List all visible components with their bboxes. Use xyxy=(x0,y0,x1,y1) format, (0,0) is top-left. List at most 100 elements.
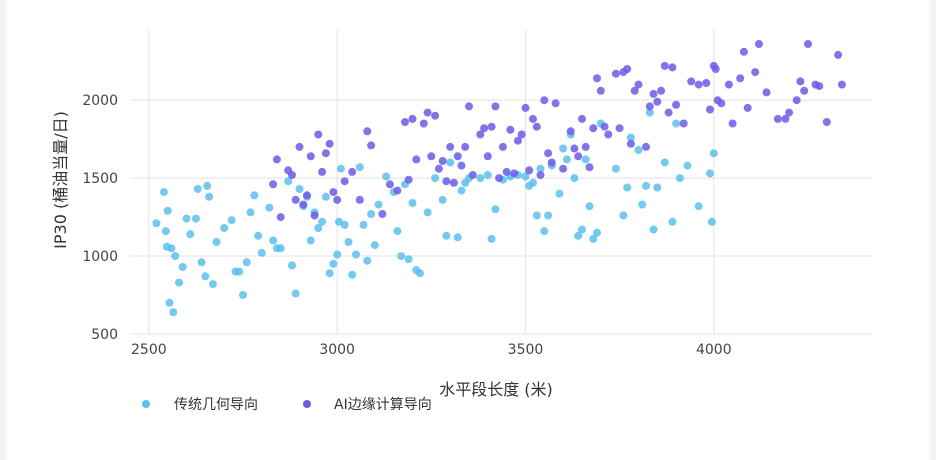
data-point-series-1[interactable] xyxy=(623,65,632,73)
data-point-series-1[interactable] xyxy=(340,177,349,186)
data-point-series-0[interactable] xyxy=(291,289,300,298)
data-point-series-1[interactable] xyxy=(513,136,522,145)
data-point-series-0[interactable] xyxy=(642,181,650,190)
data-point-series-0[interactable] xyxy=(175,278,183,287)
data-point-series-0[interactable] xyxy=(370,241,379,250)
data-point-series-0[interactable] xyxy=(193,185,202,193)
data-point-series-1[interactable] xyxy=(660,61,669,70)
data-point-series-1[interactable] xyxy=(288,171,296,179)
data-point-series-1[interactable] xyxy=(653,97,662,106)
data-point-series-0[interactable] xyxy=(438,195,447,204)
data-point-series-0[interactable] xyxy=(672,119,681,128)
data-point-series-0[interactable] xyxy=(619,211,628,220)
data-point-series-1[interactable] xyxy=(495,174,504,183)
data-point-series-1[interactable] xyxy=(434,164,443,173)
data-point-series-1[interactable] xyxy=(476,130,485,139)
data-point-series-0[interactable] xyxy=(340,220,349,229)
data-point-series-1[interactable] xyxy=(657,86,666,95)
data-point-series-1[interactable] xyxy=(517,130,526,139)
data-point-series-0[interactable] xyxy=(431,174,440,183)
data-point-series-0[interactable] xyxy=(536,164,545,173)
data-point-series-0[interactable] xyxy=(457,186,466,195)
data-point-series-0[interactable] xyxy=(707,217,716,226)
data-point-series-1[interactable] xyxy=(668,63,677,72)
data-point-series-1[interactable] xyxy=(348,167,357,176)
data-point-series-1[interactable] xyxy=(446,142,455,151)
data-point-series-0[interactable] xyxy=(706,169,714,178)
data-point-series-0[interactable] xyxy=(203,181,212,190)
data-point-series-1[interactable] xyxy=(593,74,601,83)
data-point-series-1[interactable] xyxy=(525,166,534,175)
data-point-series-0[interactable] xyxy=(288,261,296,270)
data-point-series-0[interactable] xyxy=(167,244,176,253)
data-point-series-1[interactable] xyxy=(438,157,447,165)
data-point-series-0[interactable] xyxy=(578,225,586,234)
data-point-series-0[interactable] xyxy=(321,192,330,201)
data-point-series-1[interactable] xyxy=(506,125,515,134)
data-point-series-1[interactable] xyxy=(461,142,470,151)
data-point-series-1[interactable] xyxy=(540,96,549,105)
data-point-series-0[interactable] xyxy=(562,155,571,164)
data-point-series-1[interactable] xyxy=(649,89,658,98)
data-point-series-0[interactable] xyxy=(404,255,413,264)
data-point-series-0[interactable] xyxy=(408,199,417,207)
data-point-series-0[interactable] xyxy=(159,188,168,197)
data-point-series-1[interactable] xyxy=(792,96,801,105)
data-point-series-0[interactable] xyxy=(483,171,492,179)
data-point-series-0[interactable] xyxy=(540,227,549,236)
data-point-series-0[interactable] xyxy=(220,224,229,232)
data-point-series-0[interactable] xyxy=(589,234,598,243)
data-point-series-0[interactable] xyxy=(171,252,180,261)
data-point-series-1[interactable] xyxy=(687,77,696,86)
data-point-series-1[interactable] xyxy=(299,200,308,209)
data-point-series-0[interactable] xyxy=(487,234,496,243)
data-point-series-0[interactable] xyxy=(276,244,285,253)
data-point-series-1[interactable] xyxy=(310,211,319,220)
data-point-series-1[interactable] xyxy=(751,68,760,77)
data-point-series-1[interactable] xyxy=(529,114,537,123)
data-point-series-0[interactable] xyxy=(581,155,590,164)
data-point-series-0[interactable] xyxy=(165,298,174,307)
data-point-series-0[interactable] xyxy=(359,220,368,229)
data-point-series-0[interactable] xyxy=(423,208,432,217)
data-point-series-0[interactable] xyxy=(570,174,579,183)
data-point-series-1[interactable] xyxy=(468,171,477,179)
data-point-series-1[interactable] xyxy=(544,149,553,158)
data-point-series-1[interactable] xyxy=(566,127,575,136)
data-point-series-1[interactable] xyxy=(465,102,473,111)
data-point-series-0[interactable] xyxy=(246,208,255,217)
data-point-series-1[interactable] xyxy=(796,77,805,86)
data-point-series-0[interactable] xyxy=(235,267,244,276)
data-point-series-1[interactable] xyxy=(547,158,556,167)
data-point-series-0[interactable] xyxy=(205,192,214,201)
data-point-series-0[interactable] xyxy=(649,225,658,234)
data-point-series-1[interactable] xyxy=(694,80,703,89)
data-point-series-1[interactable] xyxy=(355,195,364,204)
data-point-series-1[interactable] xyxy=(702,79,711,87)
data-point-series-1[interactable] xyxy=(773,114,782,123)
data-point-series-1[interactable] xyxy=(491,102,500,111)
data-point-series-1[interactable] xyxy=(423,108,432,117)
data-point-series-0[interactable] xyxy=(532,211,541,220)
data-point-series-1[interactable] xyxy=(672,100,681,109)
data-point-series-1[interactable] xyxy=(762,88,771,97)
data-point-series-1[interactable] xyxy=(412,155,421,164)
data-point-series-1[interactable] xyxy=(510,169,519,178)
data-point-series-0[interactable] xyxy=(638,200,647,209)
data-point-series-1[interactable] xyxy=(431,111,440,120)
data-point-series-1[interactable] xyxy=(570,144,579,153)
data-point-series-1[interactable] xyxy=(272,155,281,164)
data-point-series-0[interactable] xyxy=(318,217,327,226)
data-point-series-1[interactable] xyxy=(664,108,673,117)
data-point-series-0[interactable] xyxy=(623,183,632,192)
data-point-series-0[interactable] xyxy=(191,214,200,223)
data-point-series-1[interactable] xyxy=(385,180,394,189)
data-point-series-1[interactable] xyxy=(453,152,462,161)
data-point-series-0[interactable] xyxy=(239,291,247,299)
data-point-series-0[interactable] xyxy=(314,224,323,232)
data-point-series-0[interactable] xyxy=(212,238,221,246)
data-point-series-0[interactable] xyxy=(593,228,601,237)
data-point-series-1[interactable] xyxy=(574,152,583,161)
data-point-series-1[interactable] xyxy=(480,124,489,133)
data-point-series-1[interactable] xyxy=(502,167,511,176)
